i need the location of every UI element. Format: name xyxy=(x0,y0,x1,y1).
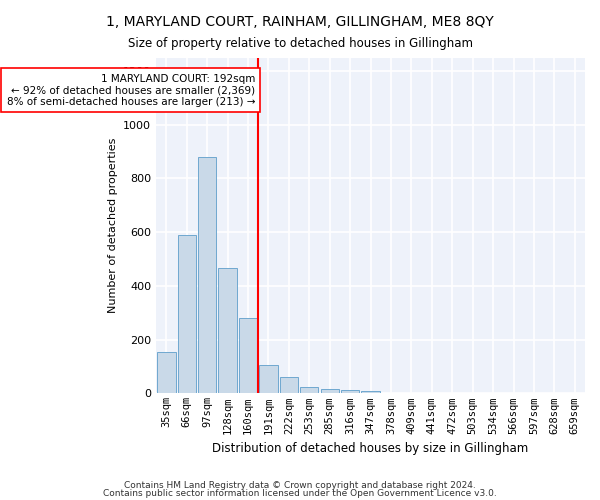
Bar xyxy=(361,390,380,394)
Bar xyxy=(178,235,196,394)
Text: Size of property relative to detached houses in Gillingham: Size of property relative to detached ho… xyxy=(128,38,473,51)
Bar xyxy=(218,268,237,394)
Bar xyxy=(280,378,298,394)
Bar xyxy=(157,352,176,394)
Bar xyxy=(239,318,257,394)
Text: 1 MARYLAND COURT: 192sqm
← 92% of detached houses are smaller (2,369)
8% of semi: 1 MARYLAND COURT: 192sqm ← 92% of detach… xyxy=(7,74,255,107)
Text: Contains HM Land Registry data © Crown copyright and database right 2024.: Contains HM Land Registry data © Crown c… xyxy=(124,480,476,490)
Y-axis label: Number of detached properties: Number of detached properties xyxy=(107,138,118,313)
X-axis label: Distribution of detached houses by size in Gillingham: Distribution of detached houses by size … xyxy=(212,442,529,455)
Text: Contains public sector information licensed under the Open Government Licence v3: Contains public sector information licen… xyxy=(103,489,497,498)
Bar xyxy=(259,365,278,394)
Bar xyxy=(320,388,339,394)
Bar xyxy=(341,390,359,394)
Bar xyxy=(198,157,217,394)
Text: 1, MARYLAND COURT, RAINHAM, GILLINGHAM, ME8 8QY: 1, MARYLAND COURT, RAINHAM, GILLINGHAM, … xyxy=(106,15,494,29)
Bar xyxy=(300,386,319,394)
